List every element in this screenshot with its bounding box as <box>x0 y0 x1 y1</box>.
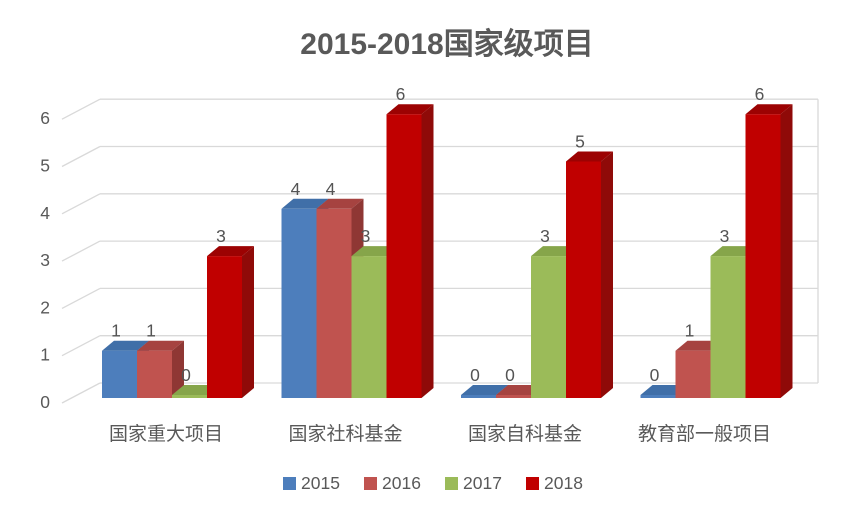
data-label-2016-教育部一般项目: 1 <box>685 321 695 341</box>
y-tick-label: 3 <box>40 250 50 270</box>
bar-front-face <box>496 395 531 398</box>
bar-front-face <box>675 350 711 398</box>
y-tick-label: 1 <box>40 345 50 365</box>
x-category-label: 教育部一般项目 <box>638 423 771 445</box>
bar-2017-教育部一般项目 <box>710 246 758 398</box>
data-label-2015-国家重大项目: 1 <box>111 321 121 341</box>
legend-label-2015: 2015 <box>301 473 340 493</box>
bar-front-face <box>137 350 172 398</box>
bar-top-face <box>207 246 254 257</box>
legend-swatch-2015 <box>283 477 296 490</box>
bar-top-face <box>316 198 364 209</box>
bar-top-face <box>566 151 613 162</box>
bar-front-face <box>710 256 746 398</box>
bar-top-face <box>386 104 434 115</box>
bar-side-face <box>172 340 184 398</box>
bar-front-face <box>207 256 242 398</box>
bar-2018-国家重大项目 <box>207 246 254 398</box>
bar-2016-国家重大项目 <box>137 340 184 398</box>
bar-front-face <box>461 395 496 398</box>
bar-side-face <box>421 104 434 398</box>
data-label-2015-教育部一般项目: 0 <box>650 365 660 385</box>
bar-side-face <box>601 151 613 398</box>
bar-front-face <box>640 395 676 398</box>
legend-label-2018: 2018 <box>544 473 583 493</box>
y-tick-label: 5 <box>40 156 50 176</box>
grid-diagonal <box>61 240 101 262</box>
y-tick-label: 2 <box>40 297 50 317</box>
x-category-label: 国家社科基金 <box>288 423 402 445</box>
data-label-2016-国家自科基金: 0 <box>505 365 515 385</box>
axis-layer: 0 1 2 3 4 5 6 国家重大项目 国家社科基金 国家自科基金 教育部一般项目 <box>40 108 771 445</box>
data-label-2015-国家社科基金: 4 <box>291 179 301 199</box>
legend-swatch-2017 <box>445 477 458 490</box>
grid-diagonal <box>61 98 101 120</box>
x-category-label: 国家自科基金 <box>468 423 582 445</box>
data-label-2016-国家社科基金: 4 <box>326 179 336 199</box>
bar-front-face <box>281 208 317 398</box>
bar-front-face <box>316 208 352 398</box>
data-labels-layer: 1 1 0 3 4 4 3 6 0 0 3 5 0 1 3 6 <box>111 84 764 385</box>
bar-top-face <box>102 340 149 351</box>
y-tick-label: 0 <box>40 392 50 412</box>
bar-top-face <box>137 340 184 351</box>
data-label-2017-国家社科基金: 3 <box>361 226 371 246</box>
legend-label-2016: 2016 <box>382 473 421 493</box>
data-label-2017-教育部一般项目: 3 <box>720 226 730 246</box>
bar-top-face <box>745 104 793 115</box>
bar-side-face <box>242 246 254 398</box>
data-label-2018-教育部一般项目: 6 <box>755 84 765 104</box>
bar-2018-教育部一般项目 <box>745 104 793 398</box>
grid-diagonal <box>61 335 101 357</box>
y-tick-label: 4 <box>40 203 50 223</box>
grid-diagonal <box>61 382 101 404</box>
bar-2018-国家自科基金 <box>566 151 613 398</box>
data-label-2018-国家重大项目: 3 <box>216 226 226 246</box>
grid-diagonal <box>61 193 101 215</box>
bar-front-face <box>566 161 601 398</box>
data-label-2017-国家自科基金: 3 <box>540 226 550 246</box>
grid-diagonal <box>61 145 101 168</box>
bar-side-face <box>780 104 793 398</box>
bar-front-face <box>745 114 781 398</box>
data-label-2015-国家自科基金: 0 <box>470 365 480 385</box>
bar-front-face <box>386 114 422 398</box>
chart-title: 2015-2018国家级项目 <box>300 28 593 61</box>
bar-front-face <box>351 256 387 398</box>
bar-front-face <box>531 256 566 398</box>
data-label-2017-国家重大项目: 0 <box>181 365 191 385</box>
bars-layer <box>102 104 793 398</box>
bar-2018-国家社科基金 <box>386 104 434 398</box>
data-label-2018-国家社科基金: 6 <box>396 84 406 104</box>
grid-diagonal <box>61 287 101 309</box>
x-category-label: 国家重大项目 <box>109 423 223 445</box>
bar-front-face <box>172 395 207 398</box>
bar-front-face <box>102 350 137 398</box>
legend-swatch-2016 <box>364 477 377 490</box>
legend-swatch-2018 <box>526 477 539 490</box>
legend: 2015 2016 2017 2018 <box>283 473 583 493</box>
y-tick-label: 6 <box>40 108 50 128</box>
legend-label-2017: 2017 <box>463 473 502 493</box>
bar-top-face <box>461 385 508 395</box>
data-label-2018-国家自科基金: 5 <box>575 132 585 152</box>
data-label-2016-国家重大项目: 1 <box>146 321 156 341</box>
bar-top-face <box>281 198 329 209</box>
